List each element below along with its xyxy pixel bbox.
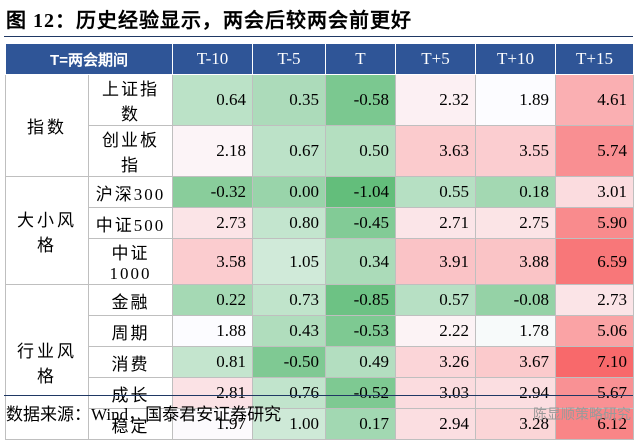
data-row: 大小风格 沪深300 -0.32 0.00 -1.04 0.55 0.18 3.01 [5, 176, 634, 285]
row-label: 金融 [88, 284, 173, 316]
value-cell: 2.18 [172, 125, 253, 177]
value-cell: 0.43 [252, 315, 326, 347]
column-header: T=两会期间 [5, 43, 173, 75]
value-cell: 5.90 [555, 207, 634, 239]
value-cell: 0.18 [475, 176, 556, 208]
value-cell: 5.06 [555, 315, 634, 347]
value-cell: 3.63 [395, 125, 476, 177]
value-cell: 3.67 [475, 346, 556, 378]
value-cell: 6.59 [555, 238, 634, 285]
value-cell: 0.76 [252, 377, 326, 409]
value-cell: 7.10 [555, 346, 634, 378]
value-cell: 2.73 [172, 207, 253, 239]
column-header: T+10 [475, 43, 556, 75]
value-cell: 0.81 [172, 346, 253, 378]
value-cell: 0.22 [172, 284, 253, 316]
column-header: T [325, 43, 396, 75]
value-cell: 0.80 [252, 207, 326, 239]
column-header: T-5 [252, 43, 326, 75]
row-label: 中证500 [88, 207, 173, 239]
value-cell: 0.17 [325, 408, 396, 440]
row-label: 周期 [88, 315, 173, 347]
value-cell: 5.67 [555, 377, 634, 409]
value-cell: 0.00 [252, 176, 326, 208]
value-cell: 1.88 [172, 315, 253, 347]
row-label: 消费 [88, 346, 173, 378]
data-row: 中证500 2.73 0.80 -0.45 2.71 2.75 5.90 [6, 207, 634, 239]
row-label: 中证1000 [88, 238, 173, 285]
watermark: 陈显顺策略研究 [533, 406, 631, 422]
value-cell: 3.26 [395, 346, 476, 378]
data-row: 行业风格 金融 0.22 0.73 -0.85 0.57 -0.08 2.73 [5, 284, 634, 440]
value-cell: 2.94 [475, 377, 556, 409]
value-cell: 3.88 [475, 238, 556, 285]
row-label: 沪深300 [88, 176, 173, 208]
value-cell: 3.03 [395, 377, 476, 409]
value-cell: 2.75 [475, 207, 556, 239]
value-cell: 0.55 [395, 176, 476, 208]
column-header: T+5 [395, 43, 476, 75]
value-cell: -0.85 [325, 284, 396, 316]
value-cell: 1.05 [252, 238, 326, 285]
row-label: 成长 [88, 377, 173, 409]
group-label: 大小风格 [5, 176, 89, 285]
data-row: 成长 2.81 0.76 -0.52 3.03 2.94 5.67 [6, 377, 634, 409]
source: 数据来源：Wind，国泰君安证券研究 [6, 405, 282, 424]
value-cell: -0.52 [325, 377, 396, 409]
value-cell: -0.08 [475, 284, 556, 316]
value-cell: 0.50 [325, 125, 396, 177]
value-cell: 3.55 [475, 125, 556, 177]
data-row: 周期 1.88 0.43 -0.53 2.22 1.78 5.06 [6, 315, 634, 347]
value-cell: 0.67 [252, 125, 326, 177]
value-cell: 3.01 [555, 176, 634, 208]
value-cell: 4.61 [555, 74, 634, 126]
row-label: 上证指数 [88, 74, 173, 126]
value-cell: 2.71 [395, 207, 476, 239]
row-label: 创业板指 [88, 125, 173, 177]
data-row: 中证1000 3.58 1.05 0.34 3.91 3.88 6.59 [6, 238, 634, 285]
title: 图 12：历史经验显示，两会后较两会前更好 [6, 10, 412, 32]
value-cell: 0.57 [395, 284, 476, 316]
group-label: 行业风格 [5, 284, 89, 440]
header-row: T=两会期间 T-10 T-5 T T+5 T+10 T+15 [5, 43, 634, 75]
value-cell: 2.94 [395, 408, 476, 440]
value-cell: 1.78 [475, 315, 556, 347]
value-cell: 0.49 [325, 346, 396, 378]
value-cell: 3.91 [395, 238, 476, 285]
data-row: 创业板指 2.18 0.67 0.50 3.63 3.55 5.74 [6, 125, 634, 177]
value-cell: -0.50 [252, 346, 326, 378]
value-cell: 0.34 [325, 238, 396, 285]
value-cell: -1.04 [325, 176, 396, 208]
value-cell: 0.73 [252, 284, 326, 316]
column-header: T+15 [555, 43, 634, 75]
table-body: 指数 上证指数 0.64 0.35 -0.58 2.32 1.89 4.61 创业板指 2.18 0… [5, 74, 634, 440]
value-cell: 0.64 [172, 74, 253, 126]
value-cell: 0.35 [252, 74, 326, 126]
value-cell: 2.22 [395, 315, 476, 347]
value-cell: 2.32 [395, 74, 476, 126]
page: {"title": "图 12：历史经验显示，两会后较两会前更好", "tabl… [4, 10, 634, 440]
group-label: 指数 [5, 74, 89, 177]
value-cell: -0.45 [325, 207, 396, 239]
data-table: T=两会期间 T-10 T-5 T T+5 T+10 T+15 指数 上证指数 0.64 0.35… [5, 43, 634, 440]
value-cell: -0.32 [172, 176, 253, 208]
column-header: T-10 [172, 43, 253, 75]
value-cell: -0.58 [325, 74, 396, 126]
data-row: 指数 上证指数 0.64 0.35 -0.58 2.32 1.89 4.61 [5, 74, 634, 177]
value-cell: 3.58 [172, 238, 253, 285]
value-cell: -0.53 [325, 315, 396, 347]
value-cell: 1.89 [475, 74, 556, 126]
title-rule [4, 36, 633, 37]
data-row: 消费 0.81 -0.50 0.49 3.26 3.67 7.10 [6, 346, 634, 378]
value-cell: 5.74 [555, 125, 634, 177]
bottom-rule [4, 395, 633, 396]
value-cell: 2.73 [555, 284, 634, 316]
